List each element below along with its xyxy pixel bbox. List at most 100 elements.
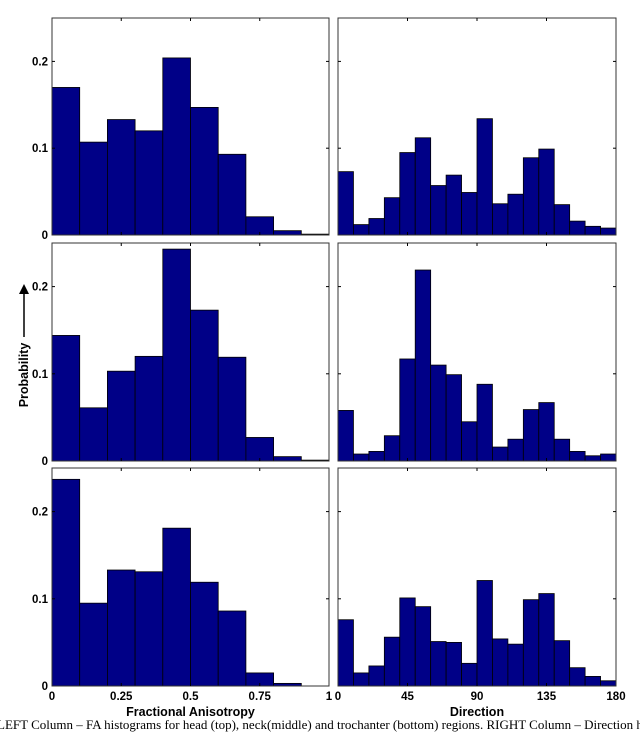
histogram-bar <box>584 455 601 462</box>
histogram-bar <box>430 364 447 462</box>
histogram-bar <box>399 358 416 462</box>
histogram-bar <box>507 643 524 687</box>
histogram-bar <box>399 152 416 236</box>
panel-left-top: 0 0.1 0.2 <box>32 17 330 242</box>
histogram-bar <box>107 569 136 687</box>
histogram-bar <box>476 580 493 687</box>
histogram-bar <box>107 119 136 236</box>
panel-left-bottom: 0 0.1 0.2 0 0.25 0.5 0.75 1 Fractional Anisotrop… <box>32 467 333 719</box>
histogram-bar <box>522 157 540 236</box>
histogram-bar <box>399 597 416 687</box>
histogram-bar <box>414 269 432 462</box>
histogram-bar <box>190 107 219 236</box>
histogram-bar <box>522 599 540 687</box>
panel-right-top <box>337 17 617 236</box>
histogram-bar <box>162 527 191 687</box>
y-tick-label: 0.1 <box>32 594 49 606</box>
histogram-bar <box>461 192 478 236</box>
histogram-bar <box>538 593 555 687</box>
histogram-bar <box>162 248 191 462</box>
panel-right-middle <box>337 242 617 462</box>
y-tick-label: 0.2 <box>32 282 48 294</box>
x-tick-label: 0 <box>49 691 55 703</box>
histogram-bar <box>353 224 370 236</box>
x-tick-label: 1 <box>326 691 333 703</box>
histogram-bar <box>600 453 617 462</box>
y-tick-label: 0.1 <box>32 369 49 381</box>
histogram-bar <box>79 141 108 236</box>
histogram-bar <box>569 220 586 236</box>
histogram-bar <box>492 203 509 236</box>
histogram-bar <box>190 581 219 687</box>
histogram-bar <box>353 453 370 462</box>
histogram-bar <box>51 87 81 236</box>
histogram-bar <box>217 153 247 236</box>
histogram-bar <box>507 438 524 462</box>
histogram-bar <box>245 437 274 462</box>
histogram-bar <box>368 665 385 687</box>
histogram-bar <box>492 638 509 687</box>
histogram-bar <box>51 478 81 687</box>
y-tick-label: 0.1 <box>32 143 49 155</box>
histogram-bar <box>492 446 509 462</box>
histogram-bar <box>337 171 354 236</box>
x-axis-label: Fractional Anisotropy <box>126 705 255 719</box>
histogram-bar <box>600 227 617 236</box>
figure-caption: LEFT Column – FA histograms for head (to… <box>0 717 640 732</box>
histogram-bar <box>217 356 247 462</box>
histogram-bar <box>217 610 247 687</box>
arrow-up-icon <box>19 284 29 294</box>
histogram-bar <box>383 636 401 687</box>
histogram-bar <box>538 148 555 236</box>
histogram-bar <box>569 451 586 462</box>
x-tick-label: 90 <box>471 691 484 703</box>
histogram-bar <box>430 641 447 687</box>
x-axis-label: Direction <box>450 705 504 719</box>
histogram-bar <box>553 438 571 462</box>
histogram-bar <box>538 402 555 462</box>
histogram-bar <box>383 435 401 462</box>
histogram-bar <box>507 193 524 236</box>
histogram-bar <box>337 619 354 687</box>
histogram-bar <box>584 676 601 687</box>
histogram-bar <box>476 383 493 462</box>
y-axis-label: Probability <box>17 343 31 408</box>
histogram-bar <box>584 225 601 236</box>
histogram-bar <box>461 421 478 462</box>
histogram-bar <box>273 230 302 236</box>
histogram-bar <box>476 118 493 236</box>
histogram-bar <box>107 370 136 462</box>
histogram-bar <box>383 197 401 236</box>
panel-left-middle: 0 0.1 0.2 <box>32 242 330 468</box>
histogram-bar <box>445 642 462 687</box>
histogram-bar <box>600 680 617 687</box>
histogram-bar <box>134 571 164 687</box>
histogram-bar <box>522 409 540 462</box>
histogram-bar <box>190 309 219 462</box>
x-tick-label: 135 <box>537 691 557 703</box>
histogram-bar <box>273 456 302 462</box>
histogram-bar <box>553 640 571 687</box>
histogram-bar <box>368 451 385 462</box>
x-tick-label: 0.25 <box>110 691 133 703</box>
histogram-bar <box>445 174 462 236</box>
histogram-bar <box>461 662 478 687</box>
histogram-bar <box>79 602 108 687</box>
x-tick-label: 45 <box>401 691 414 703</box>
histogram-bar <box>162 57 191 236</box>
histogram-bar <box>430 185 447 236</box>
y-tick-label: 0 <box>42 230 48 242</box>
histogram-bar <box>337 410 354 462</box>
y-tick-label: 0.2 <box>32 56 48 68</box>
y-tick-label: 0 <box>42 456 48 468</box>
histogram-bar <box>553 204 571 236</box>
histogram-bar <box>445 374 462 462</box>
histogram-bar <box>79 407 108 462</box>
histogram-bar <box>368 218 385 236</box>
x-tick-label: 0.75 <box>249 691 272 703</box>
x-tick-label: 0.5 <box>183 691 200 703</box>
histogram-bar <box>134 355 164 462</box>
histogram-bar <box>569 667 586 687</box>
